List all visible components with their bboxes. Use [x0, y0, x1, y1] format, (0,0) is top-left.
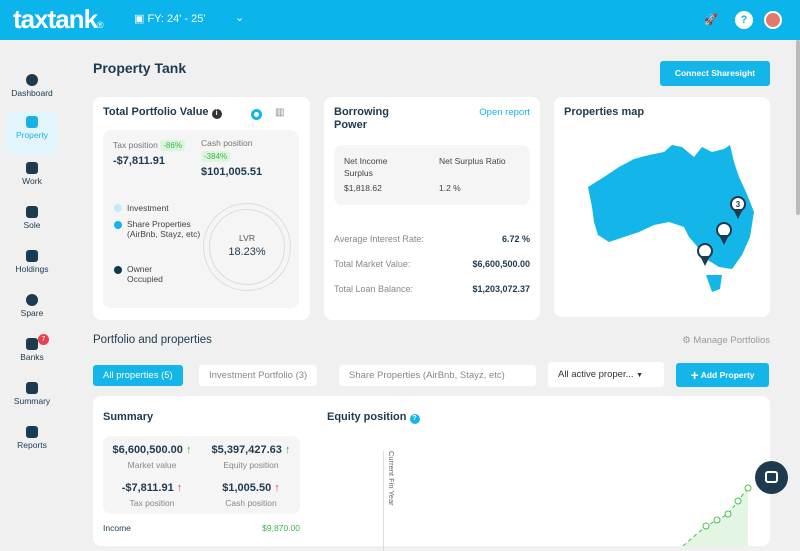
- holdings-icon: [26, 250, 38, 262]
- interest-rate-row: Average Interest Rate: 6.72 %: [334, 234, 530, 244]
- chart-axis: [383, 451, 384, 551]
- legend-dot: [114, 204, 122, 212]
- lvr-donut: [203, 203, 291, 291]
- bank-icon: [26, 338, 38, 350]
- sidebar-item-reports[interactable]: Reports: [6, 422, 58, 462]
- sidebar-item-dashboard[interactable]: Dashboard: [6, 70, 58, 110]
- sidebar-item-banks[interactable]: Banks 7: [6, 334, 58, 374]
- bar-chart-icon: [26, 426, 38, 438]
- tab-investment-portfolio[interactable]: Investment Portfolio (3): [199, 365, 318, 386]
- avatar[interactable]: [764, 11, 782, 29]
- info-icon[interactable]: i: [211, 109, 222, 119]
- summary-stats: $6,600,500.00 ↑ Market value $5,397,427.…: [103, 436, 300, 514]
- borrowing-power-card: Borrowing Power Open report Net Income S…: [324, 97, 540, 320]
- sidebar-item-work[interactable]: Work: [6, 158, 58, 198]
- equity-title: Equity position ?: [327, 411, 420, 424]
- briefcase-icon: [26, 162, 38, 174]
- map-pin: [716, 222, 732, 245]
- arrow-up-icon: ↑: [185, 444, 192, 456]
- fy-selector[interactable]: ▣ FY: 24' - 25': [134, 13, 206, 25]
- data-point: [713, 516, 721, 524]
- plus-icon: +: [690, 367, 699, 383]
- sidebar-item-spare[interactable]: Spare: [6, 290, 58, 330]
- income-row: Income $9,870.00: [103, 523, 300, 533]
- summary-card: Summary $6,600,500.00 ↑ Market value $5,…: [93, 396, 770, 551]
- tab-all-properties[interactable]: All properties (5): [93, 365, 183, 386]
- connect-sharesight-button[interactable]: Connect Sharesight: [660, 61, 770, 86]
- data-point: [744, 484, 752, 492]
- arrow-up-icon: ↑: [274, 482, 280, 494]
- section-title: Portfolio and properties: [93, 334, 212, 346]
- australia-map[interactable]: 3: [554, 97, 770, 317]
- total-portfolio-card: Total Portfolio Value i ▥ Tax position -…: [93, 97, 310, 320]
- sidebar-item-holdings[interactable]: Holdings: [6, 246, 58, 286]
- house-icon: [26, 116, 38, 128]
- sidebar-item-summary[interactable]: Summary: [6, 378, 58, 418]
- market-value-row: Total Market Value: $6,600,500.00: [334, 259, 530, 269]
- map-pin-cluster: 3: [730, 196, 746, 219]
- add-property-button[interactable]: + Add Property: [676, 363, 769, 387]
- share-icon: [26, 294, 38, 306]
- caret-down-icon: ▼: [636, 372, 644, 379]
- page-title: Property Tank: [93, 60, 187, 76]
- arrow-up-icon: ↑: [284, 444, 291, 456]
- dollar-icon: [26, 382, 38, 394]
- sidebar-item-sole[interactable]: Sole: [6, 202, 58, 242]
- manage-portfolios-link[interactable]: ⚙ Manage Portfolios: [682, 335, 770, 346]
- properties-map-card: Properties map 3: [554, 97, 770, 317]
- help-icon[interactable]: ?: [409, 414, 420, 424]
- portfolio-details: Tax position -86% -$7,811.91 Cash positi…: [103, 130, 299, 308]
- data-point: [702, 522, 710, 530]
- scrollbar[interactable]: [796, 40, 800, 215]
- map-pin: [697, 243, 713, 266]
- notification-badge: 7: [38, 334, 49, 345]
- data-point: [734, 497, 742, 505]
- equity-line-chart: [682, 484, 752, 546]
- rocket-icon[interactable]: 🚀: [704, 14, 718, 26]
- legend-dot: [114, 221, 122, 229]
- top-bar: taxtank® ▣ FY: 24' - 25' ⌄ 🚀 ?: [0, 0, 800, 40]
- sidebar-item-property[interactable]: Property: [6, 112, 58, 154]
- tab-share-properties[interactable]: Share Properties (AirBnb, Stayz, etc): [339, 365, 536, 386]
- legend-dot: [114, 266, 122, 274]
- arrow-up-icon: ↑: [176, 482, 183, 494]
- card-title: Total Portfolio Value i: [103, 106, 222, 119]
- help-icon[interactable]: ?: [735, 11, 753, 29]
- chat-icon: [765, 471, 778, 483]
- dashboard-icon: [26, 74, 38, 86]
- pie-chart-icon[interactable]: [251, 109, 262, 120]
- shield-icon: [26, 206, 38, 218]
- data-point: [724, 510, 732, 518]
- svg-text:3: 3: [736, 200, 741, 209]
- chevron-down-icon[interactable]: ⌄: [235, 12, 245, 24]
- loan-balance-row: Total Loan Balance: $1,203,072.37: [334, 284, 530, 294]
- open-report-link[interactable]: Open report: [479, 107, 530, 118]
- property-filter-select[interactable]: All active proper... ▼: [548, 362, 664, 387]
- chat-button[interactable]: [755, 461, 788, 494]
- gear-icon: ⚙: [682, 335, 691, 346]
- logo[interactable]: taxtank®: [13, 4, 104, 34]
- bar-chart-icon[interactable]: ▥: [275, 107, 285, 118]
